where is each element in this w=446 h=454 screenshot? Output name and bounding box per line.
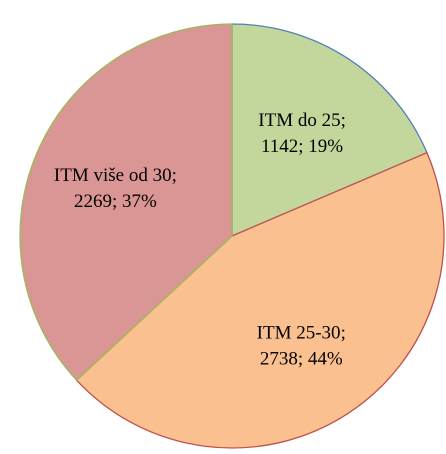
label-separator: ; [341, 323, 346, 344]
label-separator: ; [172, 165, 177, 186]
data-label: ITM do 25; [258, 110, 346, 131]
data-label: 2738; 44% [260, 349, 343, 370]
data-label: ITM 25-30; [257, 323, 346, 344]
pie-slice [231, 23, 428, 237]
data-label: ITM više od 30; [54, 165, 177, 186]
category-name: ITM više od 30 [54, 165, 172, 186]
data-label: 1142; 19% [261, 136, 343, 157]
label-separator: ; [341, 110, 346, 131]
data-label: 2269; 37% [74, 191, 157, 212]
category-name: ITM do 25 [258, 110, 340, 131]
category-name: ITM 25-30 [257, 323, 341, 344]
pie-slice [19, 23, 233, 382]
pie-slice [75, 151, 445, 449]
